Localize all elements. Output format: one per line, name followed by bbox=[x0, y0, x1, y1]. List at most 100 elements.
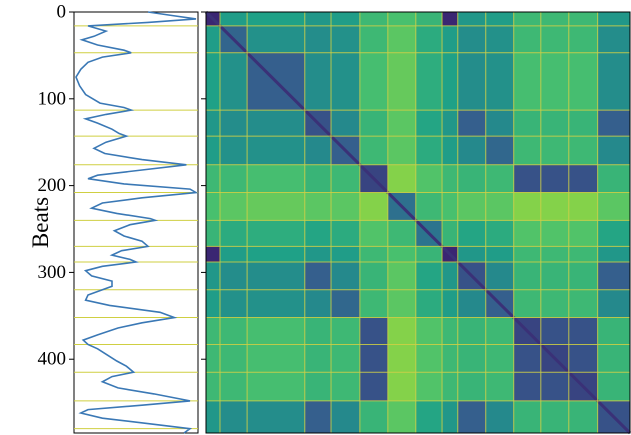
heatmap-cell bbox=[219, 192, 248, 221]
heatmap-cell bbox=[485, 317, 514, 345]
heatmap-cell bbox=[540, 136, 569, 165]
heatmap-cell bbox=[457, 372, 486, 401]
heatmap-cell bbox=[597, 372, 630, 401]
y-tick-label: 400 bbox=[38, 349, 67, 370]
heatmap-cell bbox=[206, 25, 220, 53]
heatmap-cell bbox=[331, 25, 360, 53]
heatmap-cell bbox=[219, 372, 248, 401]
heatmap-cell bbox=[206, 344, 220, 373]
heatmap-cell bbox=[219, 400, 248, 433]
heatmap-frame bbox=[205, 11, 631, 434]
heatmap-cell bbox=[359, 25, 388, 53]
heatmap-cell bbox=[540, 52, 569, 111]
heatmap-cell bbox=[457, 25, 486, 53]
heatmap-cell bbox=[540, 12, 569, 26]
heatmap-cell bbox=[457, 289, 486, 318]
y-tick-label: 200 bbox=[38, 175, 67, 196]
heatmap-cell bbox=[415, 52, 443, 111]
heatmap-cell bbox=[415, 110, 443, 137]
heatmap-cell bbox=[568, 220, 598, 247]
heatmap-cell bbox=[304, 12, 332, 26]
heatmap-cell bbox=[359, 220, 388, 247]
heatmap-cell bbox=[387, 25, 416, 53]
heatmap-cell bbox=[513, 372, 541, 401]
self-similarity-matrix-panel bbox=[204, 10, 631, 435]
heatmap-cell bbox=[485, 192, 514, 221]
heatmap-cell bbox=[331, 192, 360, 221]
heatmap-cell bbox=[359, 317, 388, 345]
heatmap-cell bbox=[206, 372, 220, 401]
heatmap-cell bbox=[206, 246, 220, 262]
heatmap-cell bbox=[219, 110, 248, 137]
novelty-panel-frame bbox=[73, 11, 199, 434]
heatmap-cell bbox=[387, 344, 416, 373]
heatmap-cell bbox=[219, 164, 248, 193]
heatmap-cell bbox=[513, 164, 541, 193]
heatmap-cell bbox=[219, 52, 248, 111]
heatmap-cell bbox=[247, 261, 305, 290]
heatmap-cell bbox=[304, 164, 332, 193]
heatmap-cell bbox=[568, 289, 598, 318]
heatmap-cell bbox=[331, 317, 360, 345]
heatmap-cell bbox=[304, 192, 332, 221]
heatmap-cell bbox=[206, 192, 220, 221]
heatmap-cell bbox=[540, 220, 569, 247]
heatmap-cell bbox=[359, 246, 388, 262]
heatmap-cell bbox=[597, 25, 630, 53]
novelty-boundary-lines bbox=[74, 25, 198, 430]
heatmap-cell bbox=[219, 261, 248, 290]
heatmap-cell bbox=[219, 220, 248, 247]
heatmap-cell bbox=[442, 52, 458, 111]
heatmap-cell bbox=[513, 220, 541, 247]
heatmap-cell bbox=[568, 261, 598, 290]
heatmap-cell bbox=[247, 164, 305, 193]
heatmap-cell bbox=[485, 400, 514, 433]
heatmap-cell bbox=[568, 12, 598, 26]
heatmap-cell bbox=[485, 25, 514, 53]
heatmap-cell bbox=[247, 25, 305, 53]
heatmap-cell bbox=[387, 136, 416, 165]
heatmap-cell bbox=[415, 164, 443, 193]
heatmap-cell bbox=[206, 110, 220, 137]
heatmap-cell bbox=[513, 261, 541, 290]
heatmap-cell bbox=[568, 136, 598, 165]
heatmap-cell bbox=[457, 344, 486, 373]
heatmap-cell bbox=[415, 25, 443, 53]
heatmap-cell bbox=[387, 400, 416, 433]
heatmap-cell bbox=[415, 246, 443, 262]
heatmap-cell bbox=[597, 136, 630, 165]
heatmap-cell bbox=[331, 110, 360, 137]
heatmap-boundary-lines bbox=[206, 12, 630, 433]
heatmap-cell bbox=[568, 192, 598, 221]
heatmap-cell bbox=[359, 12, 388, 26]
heatmap-cell bbox=[513, 52, 541, 111]
heatmap-cell bbox=[206, 400, 220, 433]
heatmap-cell bbox=[331, 220, 360, 247]
heatmap-cell bbox=[247, 136, 305, 165]
heatmap-cell bbox=[387, 12, 416, 26]
heatmap-cell bbox=[513, 289, 541, 318]
heatmap-cell bbox=[415, 289, 443, 318]
heatmap-cell bbox=[485, 12, 514, 26]
heatmap-cell bbox=[359, 344, 388, 373]
heatmap-cell bbox=[219, 246, 248, 262]
heatmap-cell bbox=[442, 372, 458, 401]
heatmap-cell bbox=[304, 344, 332, 373]
heatmap-cell bbox=[540, 317, 569, 345]
heatmap-cell bbox=[485, 372, 514, 401]
heatmap-cell bbox=[540, 192, 569, 221]
heatmap-cell bbox=[442, 25, 458, 53]
heatmap-cell bbox=[387, 289, 416, 318]
heatmap-cell bbox=[568, 344, 598, 373]
heatmap-cell bbox=[457, 52, 486, 111]
heatmap-cell bbox=[331, 289, 360, 318]
heatmap-cell bbox=[331, 372, 360, 401]
heatmap-cell bbox=[206, 317, 220, 345]
heatmap-cell bbox=[359, 261, 388, 290]
heatmap-cell bbox=[513, 344, 541, 373]
heatmap-cell bbox=[331, 246, 360, 262]
heatmap-cell bbox=[485, 344, 514, 373]
heatmap-diagonal bbox=[204, 10, 631, 435]
heatmap-cell bbox=[219, 317, 248, 345]
